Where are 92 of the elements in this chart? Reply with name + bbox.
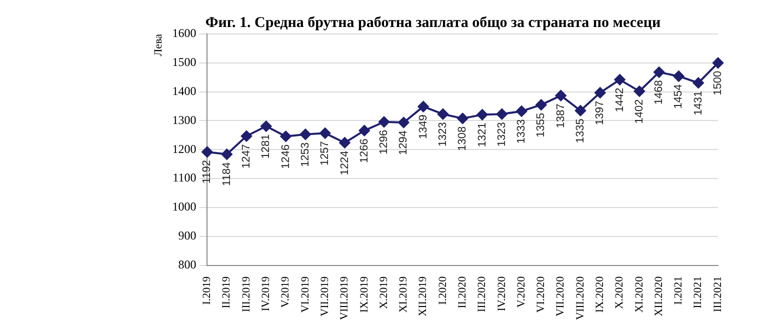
point xyxy=(240,130,252,142)
x-tick-label: I.2019 xyxy=(201,276,214,305)
x-tick-label: II.2019 xyxy=(220,276,233,308)
x-tick-label: IV.2020 xyxy=(496,276,508,312)
point xyxy=(476,109,488,120)
x-tick-label: X.2020 xyxy=(614,276,626,310)
point xyxy=(712,57,724,68)
chart-title: Фиг. 1. Средна брутна работна заплата общо за страната по месеци xyxy=(205,14,661,31)
point xyxy=(555,90,566,102)
x-tick-label: VII.2020 xyxy=(554,276,567,316)
x-tick-label: XII.2019 xyxy=(417,276,430,316)
x-tick-label: IV.2019 xyxy=(260,276,272,312)
x-tick-label: III.2019 xyxy=(240,276,252,312)
point xyxy=(437,108,448,120)
x-tick-label: VI.2019 xyxy=(299,276,312,313)
data-label: 1323 xyxy=(496,122,508,147)
data-label: 1296 xyxy=(378,130,390,154)
x-tick-label: II.2021 xyxy=(692,276,704,308)
data-label: 1387 xyxy=(554,104,567,128)
x-tick-label: VI.2020 xyxy=(535,276,548,313)
y-tick-label: 1100 xyxy=(172,170,196,185)
data-label: 1323 xyxy=(436,122,449,147)
point xyxy=(378,116,390,128)
point xyxy=(673,70,684,82)
data-label: 1500 xyxy=(712,70,724,96)
point xyxy=(594,87,606,98)
y-tick-label: 1400 xyxy=(172,84,196,98)
data-label: 1224 xyxy=(338,150,351,176)
data-label: 1349 xyxy=(417,114,430,140)
point xyxy=(457,112,468,124)
point xyxy=(202,146,213,158)
point xyxy=(654,66,665,78)
data-label: 1294 xyxy=(398,130,410,155)
x-tick-label: VIII.2019 xyxy=(338,276,351,320)
x-tick-label: V.2020 xyxy=(515,276,528,308)
point xyxy=(574,105,586,116)
data-label: 1335 xyxy=(574,118,587,144)
data-label: 1253 xyxy=(299,142,312,167)
point xyxy=(614,74,626,86)
x-tick-label: XI.2020 xyxy=(633,276,646,313)
point xyxy=(221,148,232,160)
point xyxy=(260,120,272,132)
x-tick-label: II.2020 xyxy=(456,276,468,308)
point xyxy=(300,128,311,140)
data-label: 1333 xyxy=(516,119,528,144)
point xyxy=(536,99,547,110)
x-tick-label: XII.2020 xyxy=(652,276,665,316)
data-label: 1431 xyxy=(692,90,704,116)
x-tick-label: III.2020 xyxy=(476,276,488,312)
y-tick-label: 1000 xyxy=(172,200,196,214)
data-label: 1442 xyxy=(614,88,626,112)
data-label: 1246 xyxy=(280,144,292,169)
point xyxy=(339,137,350,148)
point xyxy=(280,130,292,142)
x-tick-label: V.2019 xyxy=(280,276,292,308)
point xyxy=(358,125,370,136)
x-tick-label: X.2019 xyxy=(378,276,390,310)
y-tick-label: 1600 xyxy=(172,26,196,40)
x-tick-label: XI.2019 xyxy=(398,276,410,313)
data-label: 1321 xyxy=(476,122,488,148)
data-label: 1355 xyxy=(535,112,548,138)
point xyxy=(634,86,645,97)
data-label: 1184 xyxy=(220,162,233,186)
y-tick-label: 900 xyxy=(178,228,196,243)
point xyxy=(398,116,410,128)
data-label: 1308 xyxy=(456,126,469,151)
point xyxy=(320,128,331,139)
data-label: 1266 xyxy=(358,138,370,164)
y-tick-label: 1200 xyxy=(172,142,196,156)
data-label: 1468 xyxy=(653,80,666,105)
data-label: 1192 xyxy=(201,160,214,184)
x-tick-label: VII.2019 xyxy=(318,276,331,316)
data-label: 1454 xyxy=(672,84,685,109)
data-label: 1247 xyxy=(240,144,253,169)
point xyxy=(692,77,704,88)
data-label: 1257 xyxy=(319,141,332,166)
point xyxy=(496,108,508,120)
x-tick-label: IX.2019 xyxy=(358,276,370,313)
y-tick-label: 800 xyxy=(178,257,196,272)
x-tick-label: IX.2020 xyxy=(594,276,606,313)
point xyxy=(418,101,429,112)
point xyxy=(516,106,528,117)
x-tick-label: III.2021 xyxy=(712,276,724,312)
y-tick-label: 1300 xyxy=(172,112,196,127)
x-tick-label: I.2021 xyxy=(672,276,685,305)
y-axis-title: Лева xyxy=(152,34,164,56)
data-label: 1281 xyxy=(260,134,272,159)
data-label: 1402 xyxy=(633,99,646,124)
x-tick-label: VIII.2020 xyxy=(574,276,586,320)
data-label: 1397 xyxy=(594,100,606,126)
x-tick-label: I.2020 xyxy=(436,276,449,305)
y-tick-label: 1500 xyxy=(172,55,196,70)
